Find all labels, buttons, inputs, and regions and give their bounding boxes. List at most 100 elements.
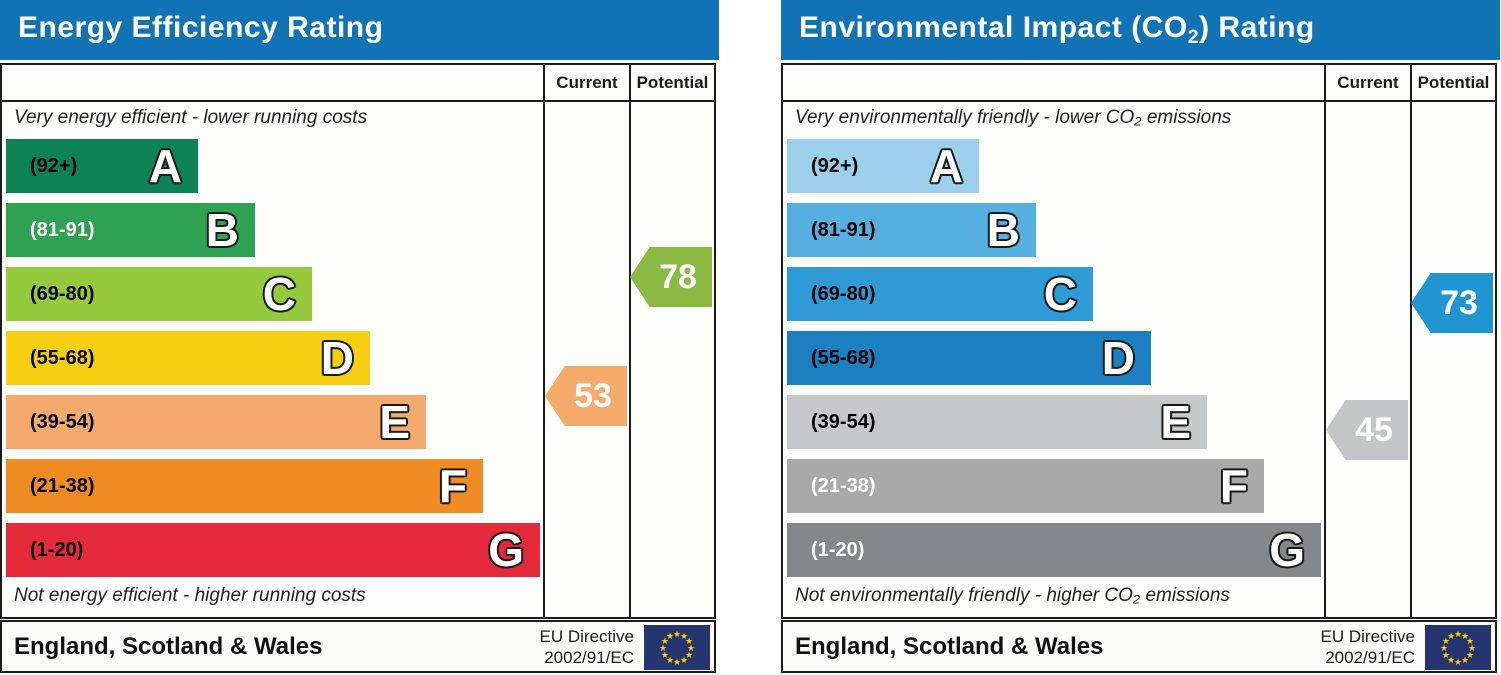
rating-bands: (92+) A (81-91) B (69-80) C (55-68) D (3… [787, 139, 1321, 587]
band-e: (39-54) E [787, 395, 1207, 449]
svg-text:★: ★ [1466, 637, 1474, 647]
band-d-range: (55-68) [811, 346, 876, 369]
environmental-title-text: Environmental Impact (CO [799, 11, 1188, 45]
energy-title-text: Energy Efficiency Rating [18, 11, 384, 45]
potential-column-divider [1410, 65, 1412, 617]
svg-text:★: ★ [661, 651, 669, 661]
band-d-range: (55-68) [30, 346, 95, 369]
band-e: (39-54) E [6, 395, 426, 449]
band-b-letter: B [986, 204, 1020, 256]
svg-text:★: ★ [687, 644, 695, 654]
current-column-divider [1324, 65, 1326, 617]
svg-text:★: ★ [1468, 644, 1476, 654]
svg-text:★: ★ [685, 651, 693, 661]
energy-rating-chart: Current Potential Very energy efficient … [0, 63, 716, 619]
environmental-title-bar: Environmental Impact (CO2) Rating [781, 0, 1500, 60]
potential-rating-arrow: 73 [1411, 273, 1493, 333]
band-d-letter: D [320, 332, 354, 384]
band-d: (55-68) D [6, 331, 370, 385]
svg-text:★: ★ [1454, 658, 1462, 668]
band-a: (92+) A [787, 139, 979, 193]
eu-directive-line1: EU Directive [1320, 627, 1415, 646]
header-row-divider [783, 100, 1495, 102]
energy-efficiency-panel: Energy Efficiency Rating Current Potenti… [0, 0, 720, 675]
region-label: England, Scotland & Wales [795, 633, 1104, 660]
potential-column-header: Potential [1417, 73, 1490, 92]
current-rating-arrow: 53 [545, 366, 627, 426]
svg-text:★: ★ [673, 630, 681, 640]
band-g-range: (1-20) [30, 538, 84, 561]
current-rating-value: 45 [1355, 410, 1393, 449]
band-a: (92+) A [6, 139, 198, 193]
band-b-range: (81-91) [30, 218, 95, 241]
current-column-header: Current [1337, 73, 1399, 92]
svg-text:★: ★ [1440, 644, 1448, 654]
rating-bands: (92+) A (81-91) B (69-80) C (55-68) D (3… [6, 139, 540, 587]
svg-text:★: ★ [680, 632, 688, 642]
potential-rating-arrow: 78 [630, 247, 712, 307]
svg-text:★: ★ [1447, 656, 1455, 666]
eu-directive-label: EU Directive 2002/91/EC [1321, 626, 1415, 669]
eu-directive-line2: 2002/91/EC [544, 648, 634, 668]
current-rating-value: 53 [574, 376, 612, 415]
bottom-caption: Not environmentally friendly - higher CO… [795, 585, 1230, 606]
band-f: (21-38) F [6, 459, 483, 513]
eu-directive-label: EU Directive 2002/91/EC [540, 626, 634, 669]
band-e-range: (39-54) [811, 410, 876, 433]
environmental-title-sub: 2 [1187, 25, 1200, 48]
svg-text:★: ★ [680, 656, 688, 666]
environmental-impact-panel: Environmental Impact (CO2) Rating Curren… [781, 0, 1501, 675]
band-a-range: (92+) [811, 154, 859, 177]
environmental-title: Environmental Impact (CO2) Rating [781, 11, 1315, 49]
current-column-divider [543, 65, 545, 617]
svg-text:★: ★ [1461, 632, 1469, 642]
top-caption: Very energy efficient - lower running co… [14, 107, 368, 128]
svg-text:★: ★ [1454, 630, 1462, 640]
svg-text:★: ★ [1447, 632, 1455, 642]
band-c: (69-80) C [787, 267, 1093, 321]
svg-text:★: ★ [666, 632, 674, 642]
band-g-letter: G [1269, 524, 1305, 576]
header-row-divider [2, 100, 714, 102]
svg-text:★: ★ [666, 656, 674, 666]
environmental-title-post: ) Rating [1199, 11, 1315, 45]
band-g-letter: G [488, 524, 524, 576]
band-f-range: (21-38) [811, 474, 876, 497]
svg-text:★: ★ [1442, 637, 1450, 647]
band-a-letter: A [929, 140, 963, 192]
band-a-range: (92+) [30, 154, 78, 177]
band-e-range: (39-54) [30, 410, 95, 433]
environmental-rating-chart: Current Potential Very environmentally f… [781, 63, 1497, 619]
band-c-range: (69-80) [811, 282, 876, 305]
energy-title: Energy Efficiency Rating [0, 11, 383, 49]
band-g: (1-20) G [6, 523, 540, 577]
current-rating-arrow: 45 [1326, 400, 1408, 460]
band-d: (55-68) D [787, 331, 1151, 385]
potential-column-header: Potential [636, 73, 709, 92]
band-a-letter: A [148, 140, 182, 192]
potential-column-divider [629, 65, 631, 617]
svg-text:★: ★ [1461, 656, 1469, 666]
energy-footer: England, Scotland & Wales EU Directive 2… [0, 620, 716, 673]
band-b: (81-91) B [787, 203, 1036, 257]
band-g-range: (1-20) [811, 538, 865, 561]
svg-text:★: ★ [685, 637, 693, 647]
band-f-letter: F [438, 460, 467, 512]
band-f: (21-38) F [787, 459, 1264, 513]
bottom-caption: Not energy efficient - higher running co… [14, 585, 366, 606]
band-d-letter: D [1101, 332, 1135, 384]
band-c-letter: C [1043, 268, 1077, 320]
band-c-range: (69-80) [30, 282, 95, 305]
band-b-range: (81-91) [811, 218, 876, 241]
band-f-range: (21-38) [30, 474, 95, 497]
band-e-letter: E [379, 396, 410, 448]
svg-text:★: ★ [673, 658, 681, 668]
svg-text:★: ★ [659, 644, 667, 654]
top-caption: Very environmentally friendly - lower CO… [795, 107, 1232, 128]
eu-directive-line2: 2002/91/EC [1325, 648, 1415, 668]
eu-flag-icon: ★★★ ★★★ ★★★ ★★★ [644, 625, 710, 670]
current-column-header: Current [556, 73, 618, 92]
environmental-footer: England, Scotland & Wales EU Directive 2… [781, 620, 1497, 673]
svg-text:★: ★ [1466, 651, 1474, 661]
